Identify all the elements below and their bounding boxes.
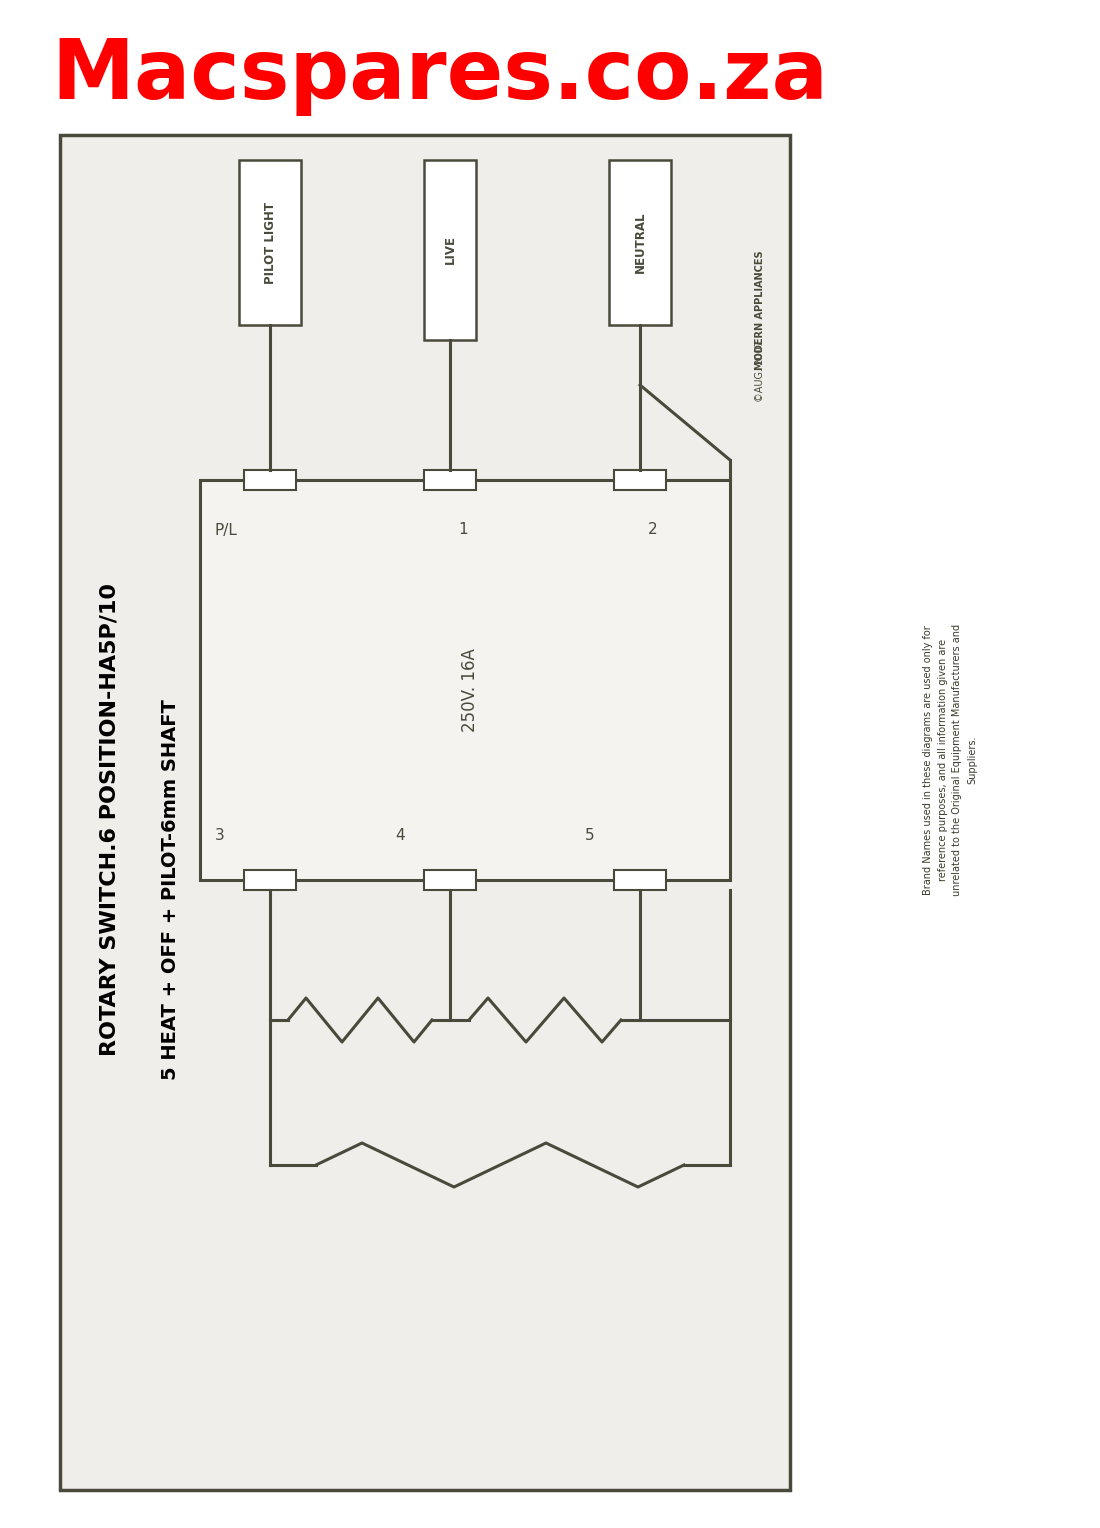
Text: 5 HEAT + OFF + PILOT-6mm SHAFT: 5 HEAT + OFF + PILOT-6mm SHAFT (161, 700, 179, 1080)
Text: Brand Names used in these diagrams are used only for
reference purposes, and all: Brand Names used in these diagrams are u… (923, 623, 977, 895)
Bar (200, 480, 730, 880)
Text: 2: 2 (648, 523, 658, 538)
Text: MODERN APPLIANCES: MODERN APPLIANCES (755, 251, 764, 370)
Text: NEUTRAL: NEUTRAL (634, 212, 647, 274)
Text: 250V. 16A: 250V. 16A (461, 648, 478, 732)
Bar (424, 160, 476, 341)
Bar (609, 160, 671, 325)
Bar (60, 134, 790, 1490)
Bar (244, 869, 296, 889)
Text: 3: 3 (216, 828, 225, 842)
Text: 4: 4 (395, 828, 405, 842)
Bar (239, 160, 301, 325)
Text: ROTARY SWITCH.6 POSITION-HA5P/10: ROTARY SWITCH.6 POSITION-HA5P/10 (100, 584, 120, 1056)
Text: 1: 1 (458, 523, 468, 538)
Text: LIVE: LIVE (443, 235, 456, 264)
Text: 5: 5 (585, 828, 595, 842)
Text: Macspares.co.za: Macspares.co.za (52, 35, 828, 116)
Text: ©AUG. 2007.: ©AUG. 2007. (755, 338, 764, 402)
Text: P/L: P/L (214, 523, 238, 538)
Text: PILOT LIGHT: PILOT LIGHT (264, 202, 276, 284)
Bar (424, 869, 476, 889)
Bar (614, 471, 666, 490)
Bar (614, 869, 666, 889)
Bar (424, 471, 476, 490)
Bar (244, 471, 296, 490)
